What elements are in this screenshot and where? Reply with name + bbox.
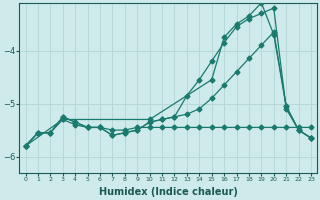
X-axis label: Humidex (Indice chaleur): Humidex (Indice chaleur) [99, 187, 238, 197]
